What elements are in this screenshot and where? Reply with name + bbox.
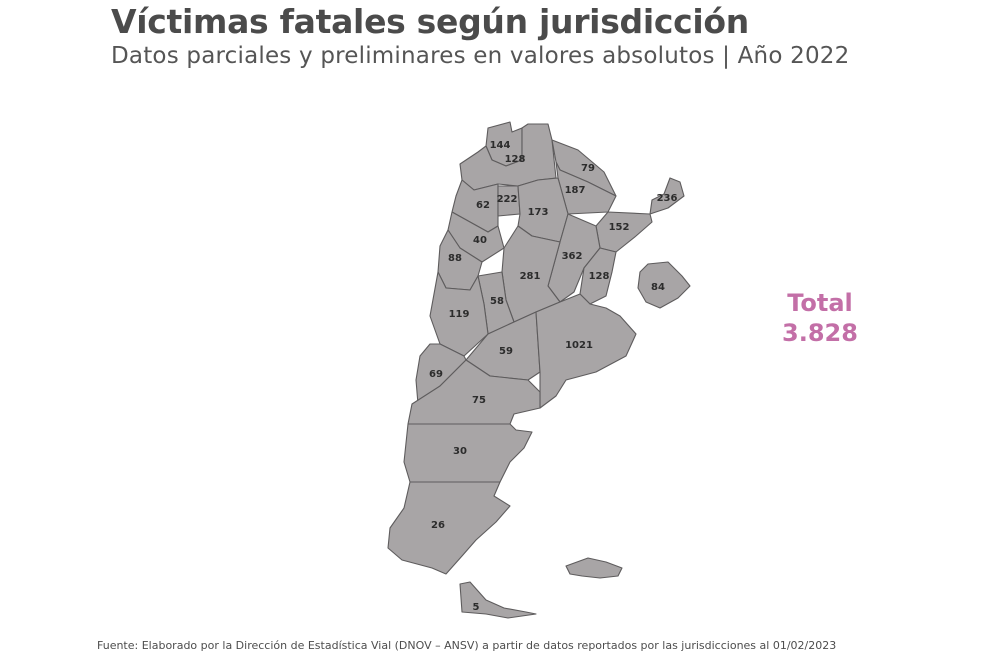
label-cordoba: 281 (520, 271, 541, 282)
label-la-pampa: 59 (499, 346, 513, 357)
page-subtitle: Datos parciales y preliminares en valore… (111, 43, 850, 69)
label-santa-cruz: 26 (431, 520, 445, 531)
label-caba: 84 (651, 282, 665, 293)
label-corrientes: 152 (609, 222, 630, 233)
label-chubut: 30 (453, 446, 467, 457)
label-san-luis: 58 (490, 296, 504, 307)
label-chaco: 187 (565, 185, 586, 196)
province-buenos-aires[interactable] (535, 293, 637, 409)
province-misiones[interactable] (649, 177, 685, 215)
label-neuquen: 69 (429, 369, 443, 380)
label-la-rioja: 40 (473, 235, 487, 246)
label-santa-fe: 362 (562, 251, 583, 262)
label-entre-rios: 128 (589, 271, 610, 282)
label-tierra-del-fuego: 5 (473, 602, 480, 613)
label-rio-negro: 75 (472, 395, 486, 406)
label-santiago-del-estero: 173 (528, 207, 549, 218)
province-entre-rios[interactable] (579, 247, 617, 305)
label-buenos-aires: 1021 (565, 340, 593, 351)
page-title: Víctimas fatales según jurisdicción (111, 2, 749, 41)
province-tierra-del-fuego[interactable] (459, 581, 537, 619)
label-misiones: 236 (657, 193, 678, 204)
label-jujuy: 144 (490, 140, 511, 151)
province-mendoza[interactable] (429, 271, 489, 357)
label-mendoza: 119 (449, 309, 470, 320)
total-label: Total (787, 289, 853, 317)
malvinas-islands (565, 557, 623, 579)
province-chubut[interactable] (403, 423, 533, 483)
label-salta: 128 (505, 154, 526, 165)
province-santa-cruz[interactable] (387, 481, 511, 575)
province-rio-negro[interactable] (407, 359, 541, 425)
label-formosa: 79 (581, 163, 595, 174)
label-catamarca: 62 (476, 200, 490, 211)
province-caba[interactable] (637, 261, 691, 309)
label-san-juan: 88 (448, 253, 462, 264)
total-summary: Total 3.828 (760, 288, 880, 348)
source-note: Fuente: Elaborado por la Dirección de Es… (97, 639, 837, 652)
label-tucuman: 222 (497, 194, 518, 205)
total-value: 3.828 (782, 319, 858, 347)
